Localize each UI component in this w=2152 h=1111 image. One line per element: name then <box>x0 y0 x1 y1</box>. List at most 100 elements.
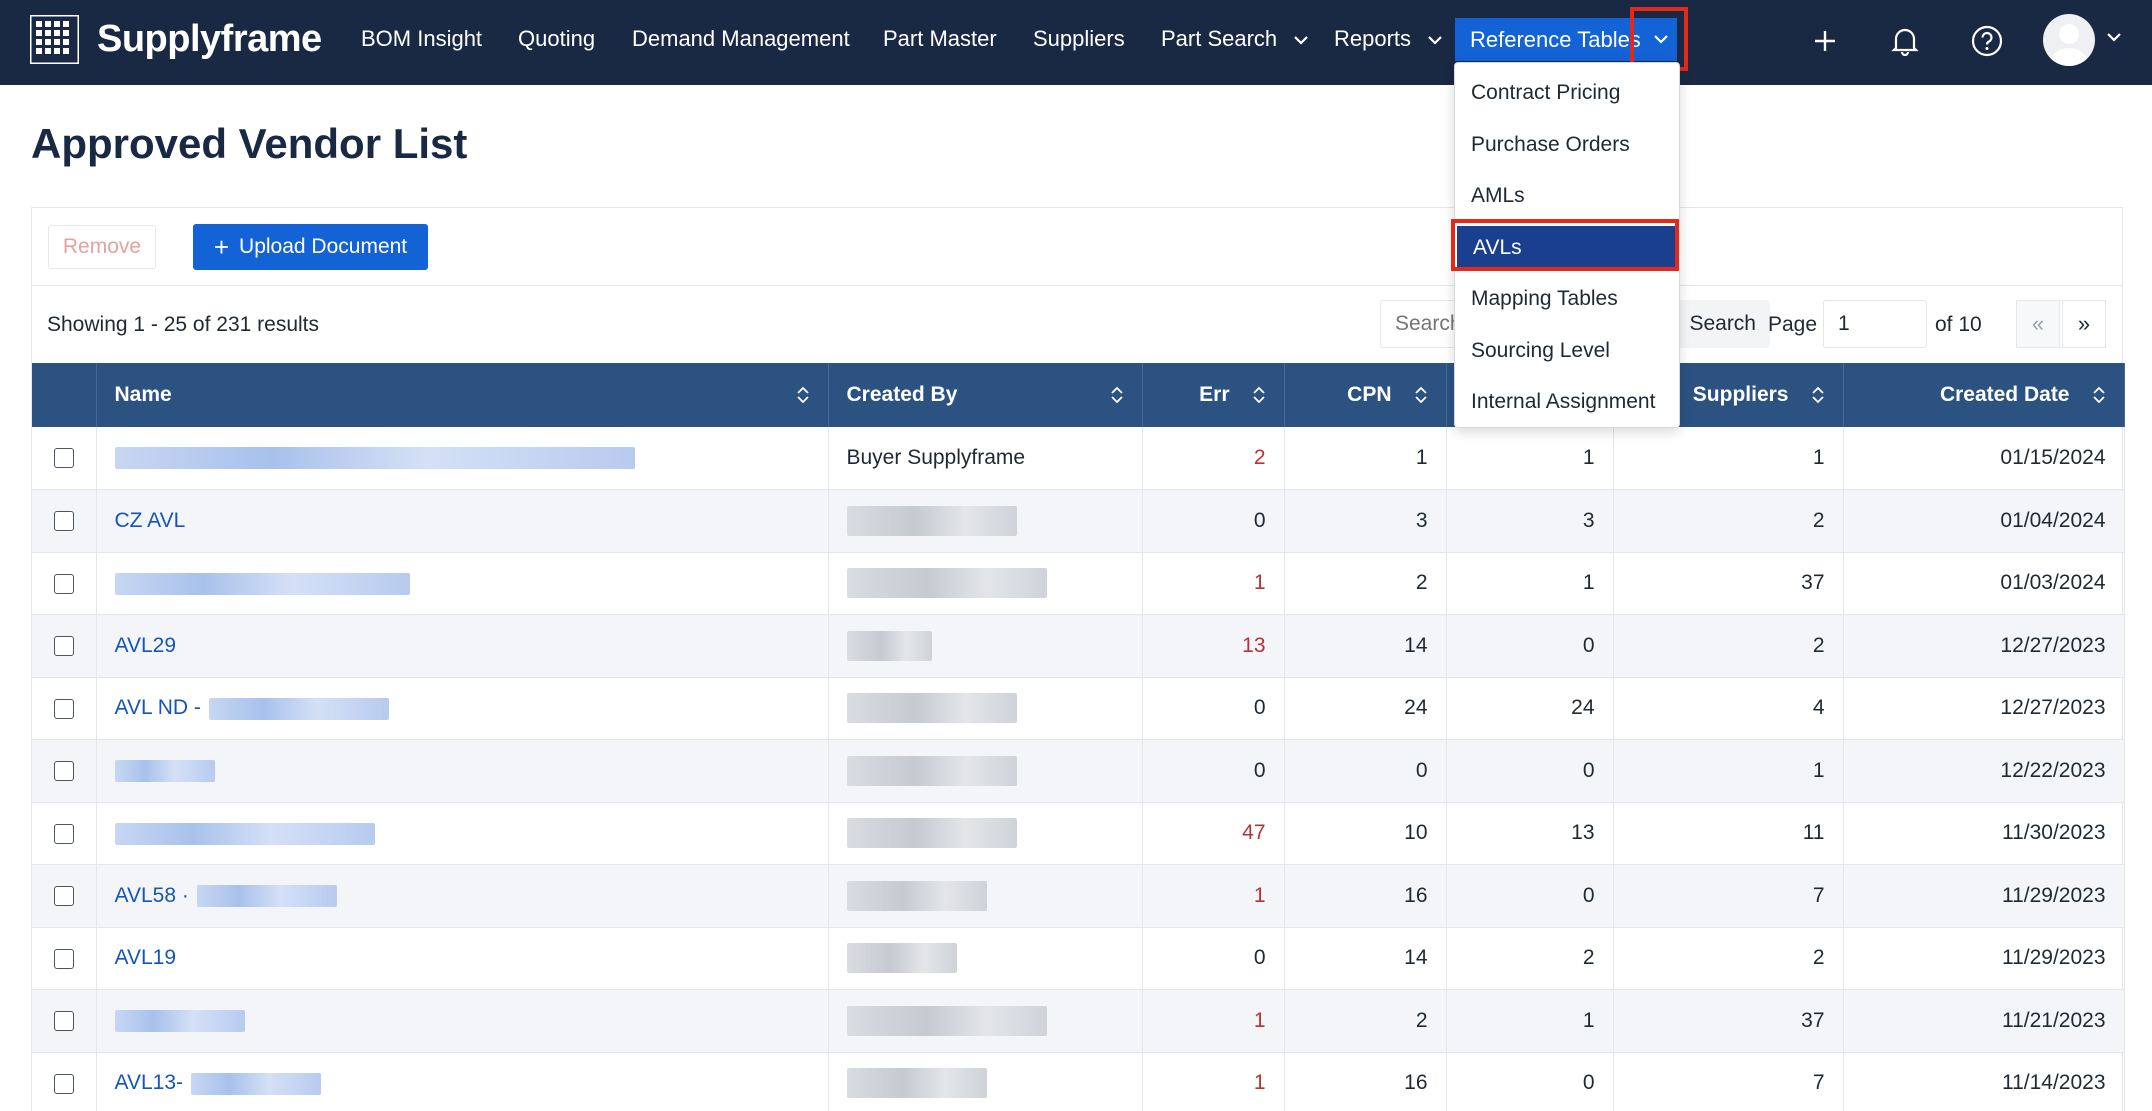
redacted-name <box>191 1072 321 1095</box>
table-row[interactable]: 47 10 13 11 11/30/2023 <box>32 802 2125 865</box>
notifications-button[interactable] <box>1883 19 1927 63</box>
row-checkbox[interactable] <box>53 448 74 469</box>
avl-name-link[interactable]: AVL29 <box>114 633 177 657</box>
row-checkbox[interactable] <box>53 823 74 844</box>
table-row[interactable]: Buyer Supplyframe 2 1 1 1 01/15/2024 <box>32 427 2125 490</box>
table-row[interactable]: AVL19 0 14 2 2 11/29/2023 <box>32 927 2125 990</box>
upload-document-button[interactable]: + Upload Document <box>193 224 428 270</box>
avl-name-link[interactable]: AVL13- <box>114 1071 184 1095</box>
help-button[interactable] <box>1965 19 2009 63</box>
suppliers-cell: 7 <box>1613 864 1844 927</box>
page-title: Approved Vendor List <box>31 120 468 167</box>
cpn-cell: 24 <box>1284 677 1447 740</box>
cpn-cell: 16 <box>1284 1052 1447 1111</box>
row-select-cell <box>32 427 97 490</box>
column-header-cpn[interactable]: CPN <box>1284 363 1447 427</box>
nav-part-master[interactable]: Part Master <box>883 26 997 51</box>
created-date-cell: 11/30/2023 <box>1843 802 2125 865</box>
nav-reports[interactable]: Reports <box>1334 0 1443 85</box>
table-row[interactable]: AVL58 · 1 16 0 7 11/29/2023 <box>32 864 2125 927</box>
cpn-cell: 3 <box>1284 489 1447 552</box>
row-checkbox[interactable] <box>53 948 74 969</box>
redacted-name <box>114 572 410 595</box>
nav-quoting[interactable]: Quoting <box>518 26 596 51</box>
table-row[interactable]: 1 2 1 37 11/21/2023 <box>32 989 2125 1052</box>
created-by-cell <box>828 739 1143 802</box>
nav-part-search[interactable]: Part Search <box>1161 0 1309 85</box>
chevron-down-icon <box>1654 35 1668 44</box>
page-number-input[interactable] <box>1823 300 1927 348</box>
row-checkbox[interactable] <box>53 761 74 782</box>
table-row[interactable]: 0 0 0 1 12/22/2023 <box>32 739 2125 802</box>
table-body: Buyer Supplyframe 2 1 1 1 01/15/2024 CZ AVL 0 3 3… <box>32 427 2125 1111</box>
sort-icon <box>2092 386 2105 404</box>
menu-item-amls[interactable]: AMLs <box>1471 184 1525 207</box>
column-header-label: Suppliers <box>1692 383 1789 406</box>
chevron-down-icon[interactable] <box>2106 32 2122 42</box>
avl-name-link[interactable]: AVL19 <box>114 946 177 970</box>
avatar[interactable] <box>2043 14 2095 66</box>
created-date-cell: 11/29/2023 <box>1843 864 2125 927</box>
err-cell: 1 <box>1142 864 1285 927</box>
redacted-name <box>196 885 337 908</box>
redacted-user <box>846 943 957 974</box>
add-button[interactable] <box>1803 19 1847 63</box>
menu-item-contract-pricing[interactable]: Contract Pricing <box>1471 81 1621 104</box>
avl-name-link[interactable]: AVL58 · <box>114 883 189 907</box>
redacted-name <box>114 822 375 845</box>
row-select-cell <box>32 739 97 802</box>
cpn-cell: 14 <box>1284 614 1447 677</box>
previous-page-button[interactable]: « <box>2016 300 2060 348</box>
created-by-cell <box>828 864 1143 927</box>
menu-item-avls[interactable]: AVLs <box>1457 226 1678 270</box>
row-checkbox[interactable] <box>53 886 74 907</box>
column-header-created-date[interactable]: Created Date <box>1843 363 2125 427</box>
row-select-cell <box>32 677 97 740</box>
table-row[interactable]: AVL ND -0 24 24 4 12/27/2023 <box>32 677 2125 740</box>
logo[interactable]: Supplyframe <box>30 15 322 64</box>
created-date-cell: 12/22/2023 <box>1843 739 2125 802</box>
redacted-user <box>846 1005 1047 1036</box>
table-row[interactable]: AVL29 13 14 0 2 12/27/2023 <box>32 614 2125 677</box>
menu-item-purchase-orders[interactable]: Purchase Orders <box>1471 133 1630 156</box>
redacted-user <box>846 755 1017 786</box>
table-row[interactable]: CZ AVL 0 3 3 2 01/04/2024 <box>32 489 2125 552</box>
row-checkbox[interactable] <box>53 1073 74 1094</box>
menu-item-internal-assignment[interactable]: Internal Assignment <box>1471 390 1656 413</box>
column-header-created-by[interactable]: Created By <box>828 363 1143 427</box>
avl-name-link[interactable]: CZ AVL <box>114 508 186 532</box>
next-page-button[interactable]: » <box>2062 300 2106 348</box>
count-cell: 0 <box>1446 739 1614 802</box>
select-all-header <box>32 363 97 427</box>
name-cell <box>96 739 829 802</box>
toolbar: Remove + Upload Document <box>32 208 2122 286</box>
nav-bom-insight[interactable]: BOM Insight <box>361 26 483 51</box>
row-checkbox[interactable] <box>53 511 74 532</box>
suppliers-cell: 4 <box>1613 677 1844 740</box>
row-select-cell <box>32 802 97 865</box>
nav-suppliers[interactable]: Suppliers <box>1033 26 1125 51</box>
row-checkbox[interactable] <box>53 1011 74 1032</box>
column-header-err[interactable]: Err <box>1142 363 1285 427</box>
created-by-cell <box>828 989 1143 1052</box>
menu-item-sourcing-level[interactable]: Sourcing Level <box>1471 339 1610 362</box>
remove-button[interactable]: Remove <box>48 225 156 269</box>
err-cell: 47 <box>1142 802 1285 865</box>
user-avatar-icon <box>2049 24 2089 66</box>
err-cell: 0 <box>1142 927 1285 990</box>
created-by-cell: Buyer Supplyframe <box>828 427 1143 490</box>
column-header-name[interactable]: Name <box>96 363 829 427</box>
row-select-cell <box>32 1052 97 1111</box>
row-checkbox[interactable] <box>53 573 74 594</box>
created-date-cell: 12/27/2023 <box>1843 677 2125 740</box>
nav-demand-management[interactable]: Demand Management <box>632 26 850 51</box>
nav-reference-tables[interactable] <box>1455 18 1677 61</box>
reference-tables-dropdown-toggle[interactable] <box>1635 8 1687 70</box>
table-row[interactable]: AVL13- 1 16 0 7 11/14/2023 <box>32 1052 2125 1111</box>
row-checkbox[interactable] <box>53 698 74 719</box>
table-row[interactable]: 1 2 1 37 01/03/2024 <box>32 552 2125 615</box>
name-cell: AVL13- <box>96 1052 829 1111</box>
avl-name-link[interactable]: AVL ND - <box>114 696 201 720</box>
row-checkbox[interactable] <box>53 636 74 657</box>
menu-item-mapping-tables[interactable]: Mapping Tables <box>1471 287 1618 310</box>
